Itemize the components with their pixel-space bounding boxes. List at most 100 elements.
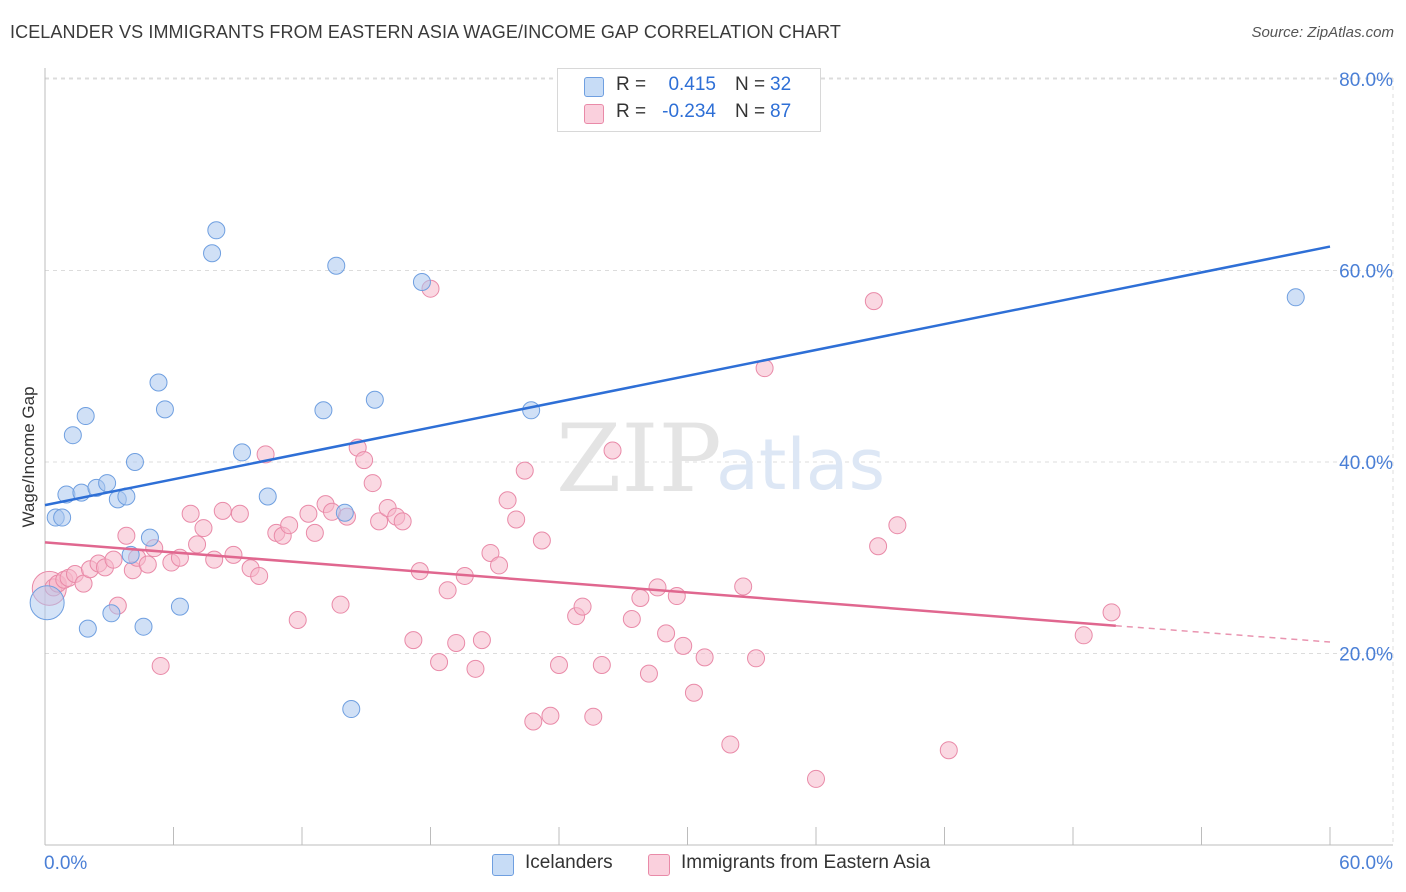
eastern-asia-point — [592, 655, 611, 674]
y-tick-label: 40.0% — [1339, 453, 1393, 474]
eastern-asia-point — [684, 683, 703, 702]
eastern-asia-point — [695, 648, 714, 667]
y-tick-label: 20.0% — [1339, 645, 1393, 666]
icelanders-point — [335, 503, 354, 522]
eastern-asia-point — [1074, 626, 1093, 645]
eastern-asia-point — [472, 631, 491, 650]
eastern-asia-point — [721, 735, 740, 754]
eastern-asia-point — [622, 610, 641, 629]
eastern-asia-point — [490, 556, 509, 575]
eastern-asia-point — [541, 706, 560, 725]
eastern-asia-trend-line — [44, 541, 1116, 627]
eastern-asia-point — [584, 707, 603, 726]
icelanders-point — [314, 401, 333, 420]
icelanders-point — [1286, 288, 1305, 307]
icelanders-point — [125, 453, 144, 471]
r-label: R = — [616, 101, 647, 122]
icelanders-point — [170, 597, 189, 616]
icelanders-point — [522, 401, 541, 420]
r-value: 0.415 — [668, 74, 716, 95]
eastern-asia-point — [603, 441, 622, 460]
eastern-asia-point — [138, 555, 157, 574]
icelanders-point — [102, 604, 121, 623]
data-points — [29, 221, 1305, 788]
eastern-asia-point — [205, 550, 224, 569]
eastern-asia-point — [288, 610, 307, 629]
n-label: N = — [735, 74, 766, 95]
icelanders-point — [98, 474, 117, 493]
icelanders-point — [63, 426, 82, 445]
icelanders-legend-swatch — [492, 854, 514, 876]
chart-title: ICELANDER VS IMMIGRANTS FROM EASTERN ASI… — [10, 22, 841, 42]
icelanders-point — [233, 443, 252, 462]
icelanders-point — [203, 244, 222, 263]
legend-label: Icelanders — [525, 852, 613, 873]
axes — [44, 68, 1393, 846]
source-label: Source: ZipAtlas.com — [1251, 24, 1394, 41]
eastern-asia-swatch — [584, 104, 604, 124]
icelanders-point — [140, 528, 159, 547]
eastern-asia-point — [438, 581, 457, 600]
eastern-asia-point — [299, 504, 318, 523]
eastern-asia-point — [230, 504, 249, 523]
stats-row-eastern-asia: R = -0.234 N = 87 — [558, 101, 820, 127]
eastern-asia-point — [734, 577, 753, 596]
eastern-asia-point — [532, 531, 551, 550]
eastern-asia-point — [939, 741, 958, 760]
icelanders-point — [134, 617, 153, 636]
eastern-asia-point — [466, 659, 485, 678]
eastern-asia-point — [181, 504, 200, 523]
eastern-asia-point — [447, 633, 466, 652]
eastern-asia-point — [807, 769, 825, 788]
eastern-asia-point — [117, 526, 136, 545]
eastern-asia-legend-swatch — [648, 854, 670, 876]
trend-lines — [44, 245, 1331, 643]
eastern-asia-point — [393, 512, 412, 531]
eastern-asia-point — [515, 461, 534, 480]
icelanders-point — [342, 700, 361, 719]
eastern-asia-point — [888, 516, 907, 535]
x-tick-label: 60.0% — [1339, 853, 1393, 874]
eastern-asia-point — [524, 712, 543, 731]
icelanders-point — [29, 585, 65, 621]
eastern-asia-point — [188, 535, 207, 554]
eastern-asia-point — [213, 501, 232, 520]
legend-label: Immigrants from Eastern Asia — [681, 852, 931, 873]
icelanders-swatch — [584, 77, 604, 97]
eastern-asia-trend-extension — [1115, 624, 1331, 643]
stats-legend: R = 0.415 N = 32 R = -0.234 N = 87 — [557, 68, 821, 132]
eastern-asia-point — [869, 537, 888, 556]
eastern-asia-point — [370, 512, 389, 531]
n-value: 87 — [770, 101, 792, 122]
eastern-asia-point — [1102, 603, 1121, 622]
eastern-asia-point — [430, 653, 449, 672]
eastern-asia-point — [355, 451, 374, 470]
eastern-asia-point — [639, 664, 658, 683]
eastern-asia-point — [507, 510, 526, 529]
eastern-asia-point — [305, 523, 324, 542]
watermark-zip: ZIP — [556, 405, 722, 514]
tick-labels: 20.0% 40.0% 60.0% 80.0% 0.0% 60.0% — [44, 70, 1393, 874]
eastern-asia-point — [657, 624, 676, 643]
eastern-asia-point — [224, 545, 243, 564]
y-tick-label: 60.0% — [1339, 262, 1393, 283]
icelanders-point — [207, 221, 226, 240]
eastern-asia-point — [151, 656, 170, 675]
icelanders-point — [53, 508, 72, 527]
icelanders-point — [155, 400, 174, 419]
r-label: R = — [616, 74, 647, 95]
n-label: N = — [735, 101, 766, 122]
x-tick-label: 0.0% — [44, 853, 87, 874]
eastern-asia-point — [573, 597, 592, 616]
icelanders-trend-line — [44, 245, 1331, 507]
eastern-asia-point — [864, 292, 883, 311]
eastern-asia-point — [631, 588, 650, 607]
eastern-asia-point — [250, 566, 269, 585]
watermark-atlas: atlas — [716, 424, 885, 506]
eastern-asia-point — [331, 595, 350, 614]
eastern-asia-point — [404, 631, 423, 650]
eastern-asia-point — [747, 649, 766, 668]
eastern-asia-point — [498, 491, 517, 510]
eastern-asia-point — [550, 655, 568, 674]
